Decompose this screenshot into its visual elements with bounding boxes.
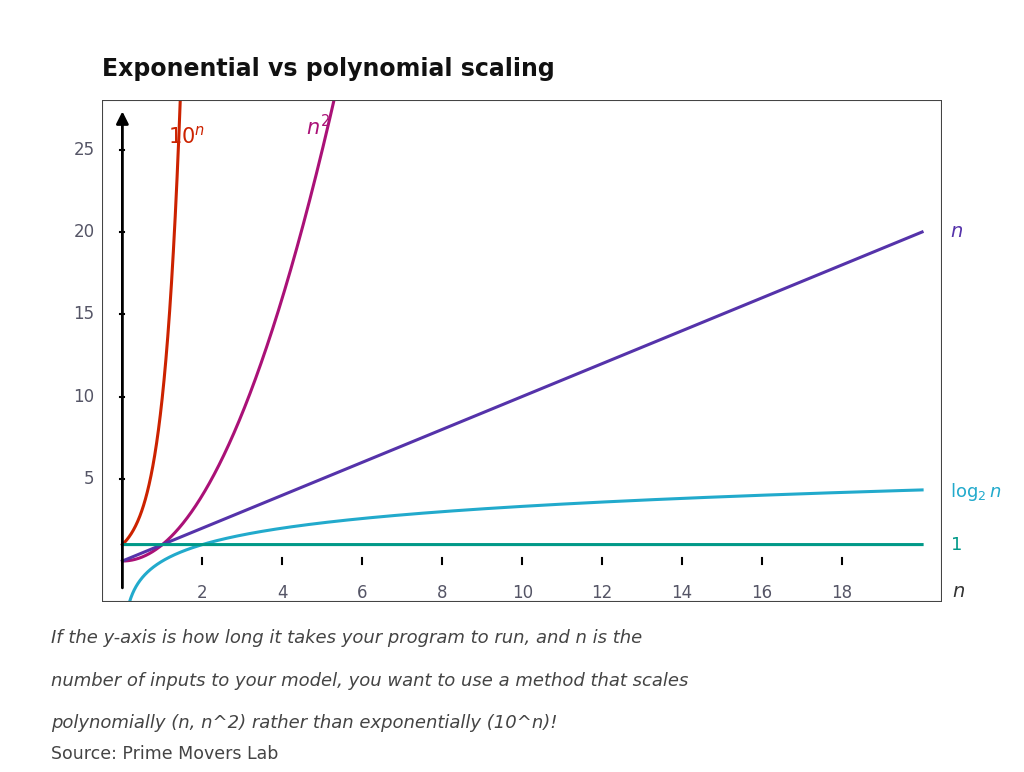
Text: Source: Prime Movers Lab: Source: Prime Movers Lab	[51, 745, 279, 763]
Text: number of inputs to your model, you want to use a method that scales: number of inputs to your model, you want…	[51, 672, 688, 689]
Text: 15: 15	[74, 305, 94, 323]
Text: 6: 6	[357, 584, 368, 602]
Text: 4: 4	[278, 584, 288, 602]
Text: $\log_2 n$: $\log_2 n$	[950, 481, 1001, 503]
Text: $10^n$: $10^n$	[168, 125, 206, 147]
Text: 25: 25	[74, 141, 94, 159]
Text: polynomially (n, n^2) rather than exponentially (10^n)!: polynomially (n, n^2) rather than expone…	[51, 714, 558, 732]
Text: $n^2$: $n^2$	[306, 113, 331, 139]
Text: 10: 10	[74, 388, 94, 405]
Text: 5: 5	[84, 470, 94, 488]
Text: $n$: $n$	[950, 222, 964, 242]
Text: 20: 20	[74, 223, 94, 241]
Text: 8: 8	[437, 584, 447, 602]
Text: If the y-axis is how long it takes your program to run, and n is the: If the y-axis is how long it takes your …	[51, 629, 642, 647]
Text: 14: 14	[672, 584, 693, 602]
Text: 10: 10	[512, 584, 532, 602]
Text: 2: 2	[197, 584, 208, 602]
Text: 18: 18	[831, 584, 853, 602]
Text: Exponential vs polynomial scaling: Exponential vs polynomial scaling	[102, 57, 555, 81]
Text: 12: 12	[592, 584, 612, 602]
Text: $n$: $n$	[951, 582, 965, 601]
Text: $1$: $1$	[950, 536, 962, 554]
Text: 16: 16	[752, 584, 773, 602]
